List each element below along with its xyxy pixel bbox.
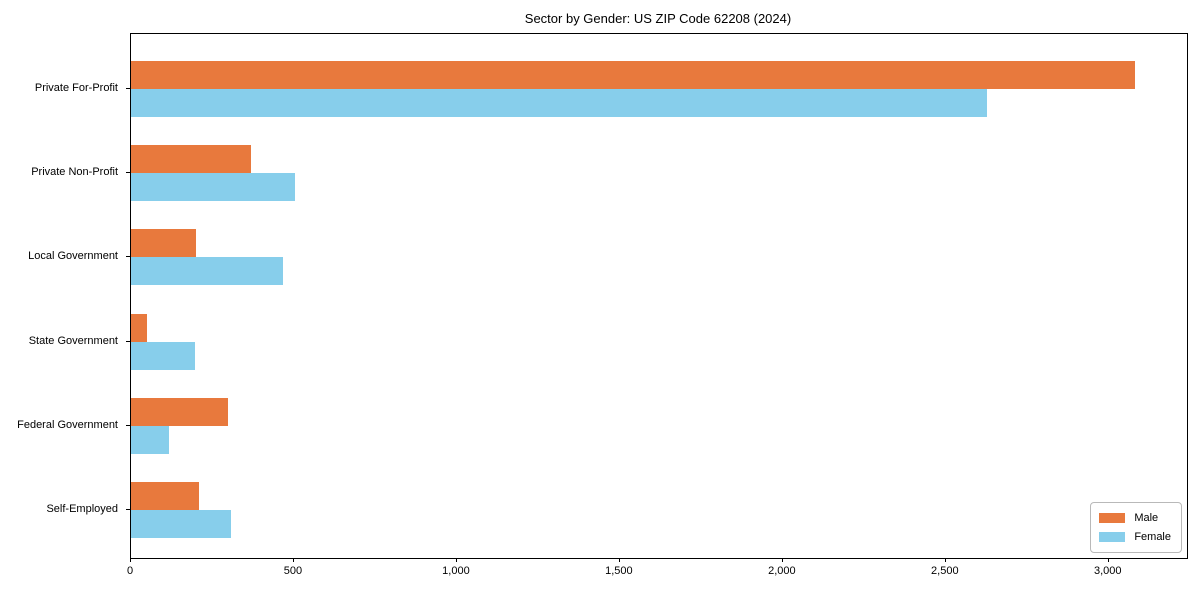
bar-male-state-government <box>131 313 147 342</box>
bar-male-local-government <box>131 229 196 258</box>
x-tick-label-1500: 1,500 <box>605 565 633 577</box>
x-tick-label-1000: 1,000 <box>442 565 470 577</box>
x-tick-mark <box>618 558 620 562</box>
bar-female-self-employed <box>131 510 231 538</box>
y-tick-mark <box>126 424 130 426</box>
x-tick-mark <box>292 558 294 562</box>
legend-label-female: Female <box>1134 531 1171 543</box>
bar-female-local-government <box>131 257 283 286</box>
y-tick-label-private-for-profit: Private For-Profit <box>34 82 118 94</box>
y-tick-mark <box>126 88 130 89</box>
x-tick-mark <box>1107 558 1109 562</box>
bar-female-private-non-profit <box>131 173 296 202</box>
x-tick-mark <box>455 558 457 562</box>
y-tick-mark <box>126 172 130 174</box>
bar-male-private-non-profit <box>131 145 251 174</box>
y-tick-label-private-non-profit: Private Non-Profit <box>31 166 118 179</box>
x-tick-mark <box>781 558 783 562</box>
chart-title: Sector by Gender: US ZIP Code 62208 (202… <box>524 11 792 26</box>
y-tick-label-state-government: State Government <box>28 334 118 347</box>
bar-male-federal-government <box>131 397 228 426</box>
x-tick-label-2500: 2,500 <box>931 565 959 577</box>
x-tick-label-2000: 2,000 <box>768 565 796 577</box>
y-tick-mark <box>126 256 130 258</box>
legend-label-male: Male <box>1134 512 1159 524</box>
legend-swatch-male <box>1099 513 1126 523</box>
bar-male-private-for-profit <box>131 61 1135 89</box>
bar-female-private-for-profit <box>131 89 987 117</box>
y-tick-label-federal-government: Federal Government <box>17 418 118 431</box>
legend-swatch-female <box>1099 532 1126 542</box>
x-tick-mark <box>130 558 131 562</box>
plot-area: Male Female <box>130 33 1188 559</box>
y-tick-label-local-government: Local Government <box>28 250 118 263</box>
bar-female-federal-government <box>131 425 170 454</box>
y-tick-mark <box>126 509 130 510</box>
bar-female-state-government <box>131 341 195 370</box>
legend: Male Female <box>1090 502 1182 553</box>
x-tick-mark <box>944 558 946 562</box>
legend-entry-male: Male <box>1099 510 1171 526</box>
bar-male-self-employed <box>131 482 200 510</box>
x-tick-label-500: 500 <box>283 565 303 577</box>
y-tick-mark <box>126 340 130 342</box>
x-tick-label-0: 0 <box>126 565 134 577</box>
y-tick-label-self-employed: Self-Employed <box>46 503 118 515</box>
x-tick-label-3000: 3,000 <box>1094 565 1122 577</box>
legend-entry-female: Female <box>1099 529 1171 545</box>
